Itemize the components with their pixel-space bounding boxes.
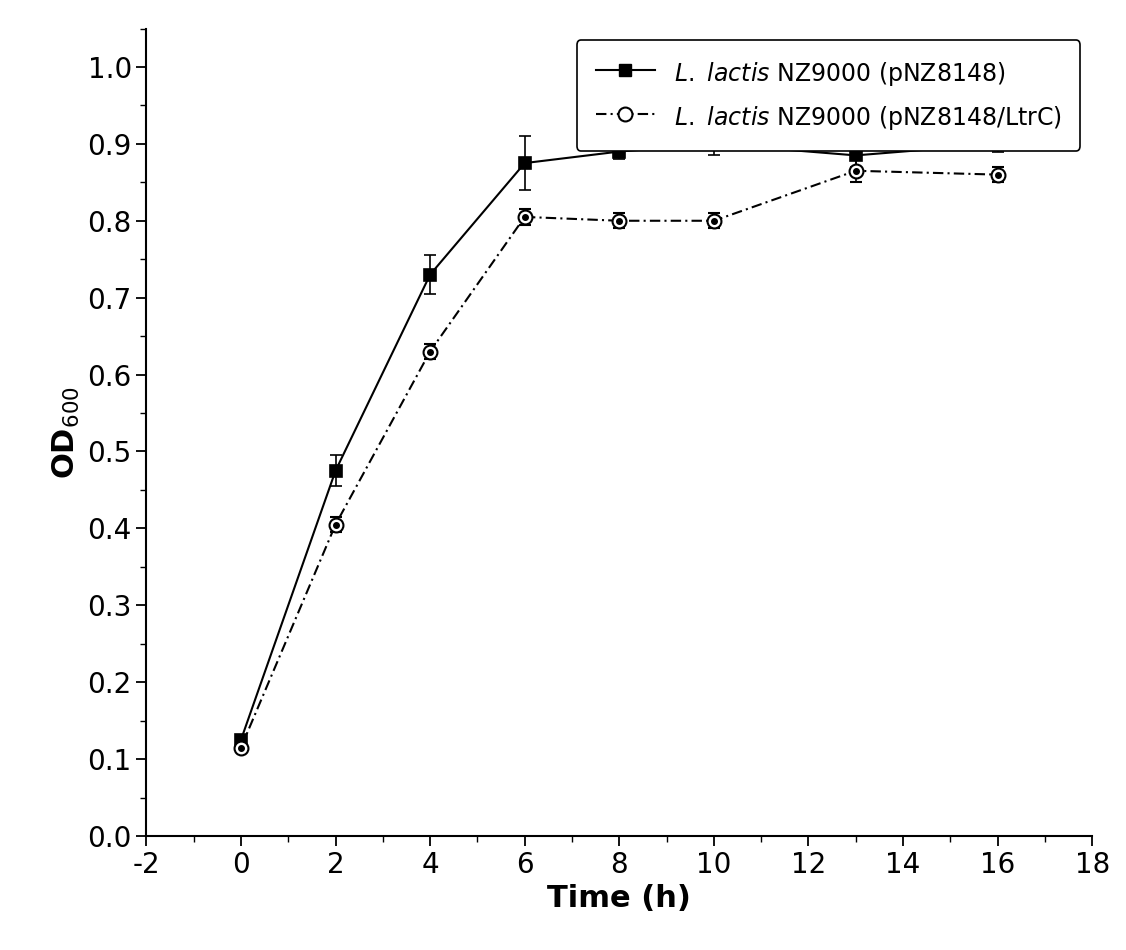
Y-axis label: OD$_{600}$: OD$_{600}$ <box>51 386 82 479</box>
X-axis label: Time (h): Time (h) <box>547 884 691 913</box>
Legend: $\it{L.\ lactis}$ NZ9000 (pNZ8148), $\it{L.\ lactis}$ NZ9000 (pNZ8148/LtrC): $\it{L.\ lactis}$ NZ9000 (pNZ8148), $\it… <box>577 40 1081 151</box>
